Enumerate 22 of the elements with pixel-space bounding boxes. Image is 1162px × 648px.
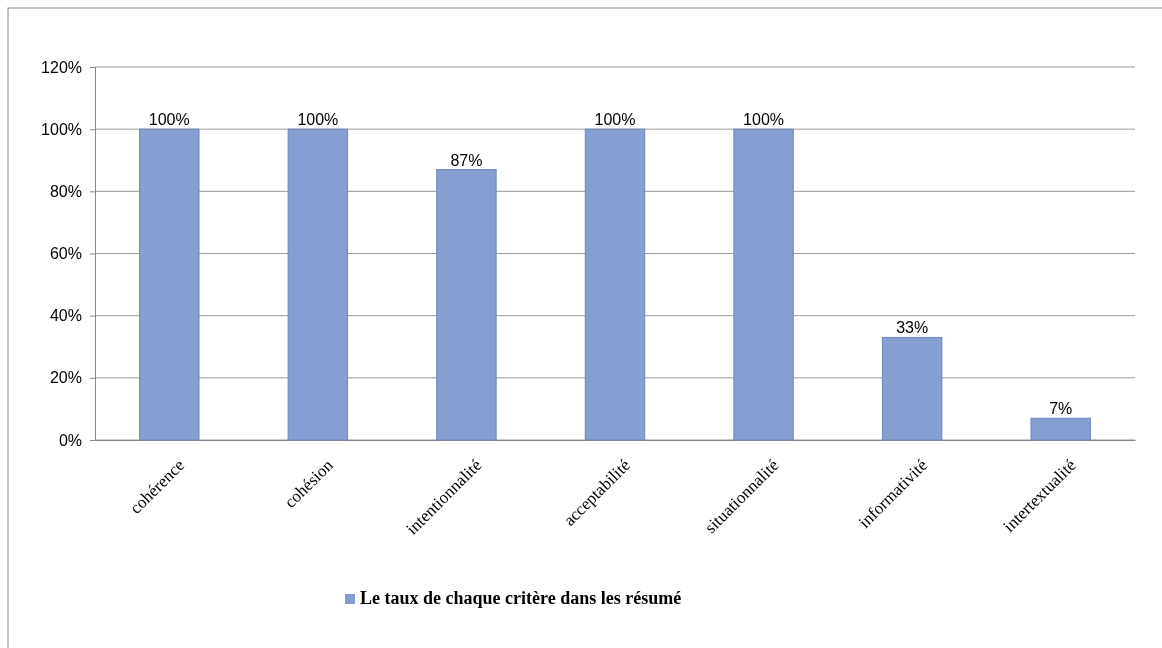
y-tick-label: 100% <box>41 120 82 138</box>
data-label: 100% <box>148 111 190 129</box>
bar <box>139 128 200 441</box>
y-tick-label: 20% <box>49 369 82 387</box>
data-label: 87% <box>450 151 483 169</box>
data-label: 100% <box>594 111 636 129</box>
data-label: 100% <box>297 111 339 129</box>
bar <box>287 128 349 441</box>
bar <box>584 128 646 441</box>
y-tick-label: 0% <box>58 431 82 449</box>
y-tick-label: 60% <box>49 245 82 263</box>
bar <box>733 128 794 441</box>
data-label: 100% <box>743 111 785 129</box>
bar <box>1030 417 1091 441</box>
data-label: 7% <box>1049 400 1073 418</box>
bar <box>881 336 943 441</box>
y-tick-label: 40% <box>49 307 82 325</box>
y-tick-label: 80% <box>49 182 82 200</box>
bar <box>436 169 497 441</box>
y-tick-label: 120% <box>41 58 82 76</box>
legend-label: Le taux de chaque critère dans les résumé <box>360 588 682 608</box>
data-label: 33% <box>896 319 929 337</box>
